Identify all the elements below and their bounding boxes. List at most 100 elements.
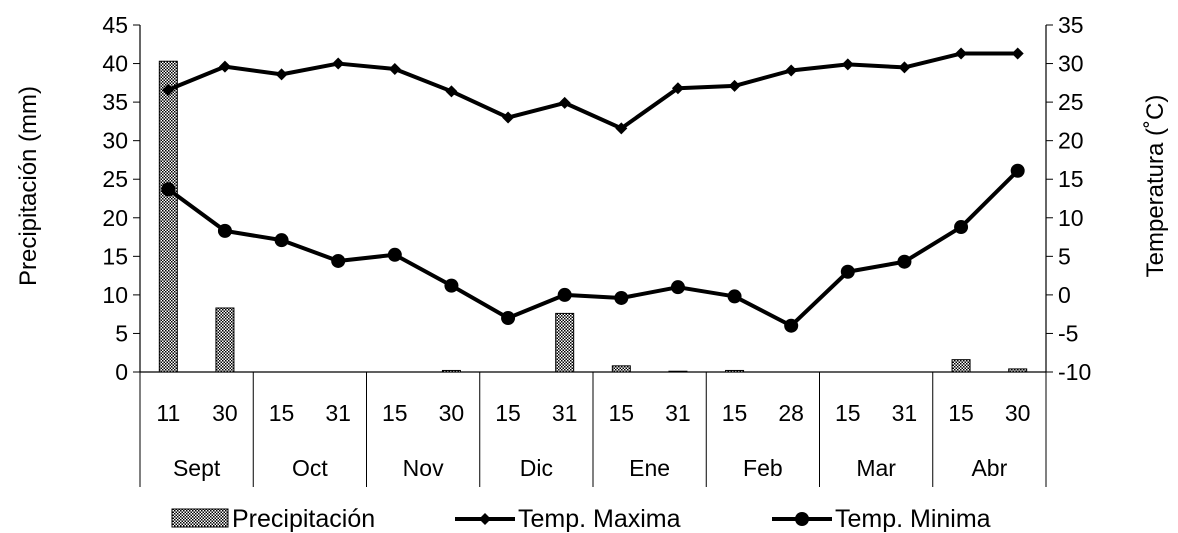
legend-precipitation-label: Precipitación [232, 505, 375, 533]
precipitation-bar [668, 370, 688, 373]
left-tick-label: 40 [102, 51, 128, 77]
temp-max-point [275, 68, 288, 81]
left-tick-label: 5 [115, 320, 128, 346]
left-tick-label: 15 [102, 243, 128, 269]
right-tick-label: 15 [1058, 166, 1084, 192]
x-group-label: Sept [173, 455, 221, 481]
right-tick-label: -10 [1058, 359, 1091, 385]
precipitation-bar [951, 359, 971, 373]
temp-max-point [615, 122, 628, 135]
x-tick-label: 31 [325, 400, 351, 426]
temp-min-point [331, 253, 346, 268]
x-tick-label: 31 [665, 400, 691, 426]
left-tick-label: 45 [102, 12, 128, 38]
precipitation-bar [215, 307, 235, 373]
precipitation-bar [611, 365, 631, 373]
temp-min-line [167, 169, 1020, 328]
temperature-lines [161, 47, 1025, 333]
x-tick-label: 15 [722, 400, 748, 426]
temp-max-point [671, 82, 684, 95]
precipitation-bar [158, 60, 178, 373]
right-tick-label: 30 [1058, 51, 1084, 77]
temp-min-point [387, 247, 402, 262]
temp-min-point [614, 290, 629, 305]
right-tick-label: 20 [1058, 128, 1084, 154]
right-tick-label: 10 [1058, 205, 1084, 231]
precipitation-bar [441, 369, 461, 373]
temp-max-point [445, 85, 458, 98]
x-tick-label: 15 [609, 400, 635, 426]
x-group-label: Ene [629, 455, 670, 481]
x-tick-label: 30 [212, 400, 238, 426]
left-axis-title: Precipitación (mm) [15, 86, 42, 286]
right-tick-label: -5 [1058, 320, 1078, 346]
right-axis-title: Temperatura (˚C) [1142, 95, 1169, 278]
left-axis-ticks: 0 5 10 15 20 25 30 35 40 45 [102, 12, 140, 385]
temp-min-point [274, 233, 289, 248]
temp-min-point [784, 318, 799, 333]
precipitation-bar [555, 312, 575, 373]
temp-min-point [217, 223, 232, 238]
legend-temp-min-label: Temp. Minima [835, 505, 991, 533]
left-tick-label: 30 [102, 128, 128, 154]
temp-min-point [161, 182, 176, 197]
x-tick-label: 30 [1005, 400, 1031, 426]
x-tick-label: 11 [156, 400, 180, 426]
temp-min-point [897, 254, 912, 269]
left-tick-label: 0 [115, 359, 128, 385]
temp-min-point [670, 280, 685, 295]
x-group-label: Mar [856, 455, 896, 481]
left-tick-label: 25 [102, 166, 128, 192]
temp-max-point [785, 64, 798, 77]
x-group-label: Nov [403, 455, 444, 481]
left-tick-label: 20 [102, 205, 128, 231]
temp-min-point [840, 264, 855, 279]
x-tick-label: 31 [552, 400, 578, 426]
temp-max-point [898, 61, 911, 74]
x-tick-label: 28 [778, 400, 804, 426]
temp-max-point [1011, 47, 1024, 60]
temp-min-point [444, 278, 459, 293]
x-tick-label: 30 [439, 400, 465, 426]
x-group-label: Dic [520, 455, 553, 481]
legend-temp-max-marker [479, 513, 491, 525]
temp-max-point [841, 58, 854, 71]
category-labels: 11 30 15 31 15 30 15 31 15 31 15 28 15 31 15 30 Sept Oct N… [156, 400, 1030, 481]
x-tick-label: 15 [495, 400, 521, 426]
temp-min-point [1010, 163, 1025, 178]
x-tick-label: 15 [382, 400, 408, 426]
left-tick-label: 35 [102, 89, 128, 115]
precipitation-bars [158, 60, 1028, 373]
legend-temp-min-marker [795, 512, 809, 526]
temp-min-point [727, 289, 742, 304]
legend: Precipitación Temp. Maxima Temp. Minima [171, 505, 991, 533]
x-tick-label: 31 [892, 400, 918, 426]
temp-max-point [558, 96, 571, 109]
x-group-label: Oct [292, 455, 328, 481]
right-tick-label: 35 [1058, 12, 1084, 38]
temp-max-point [162, 83, 175, 96]
x-tick-label: 15 [269, 400, 295, 426]
temp-max-line [167, 51, 1018, 131]
temp-min-point [557, 287, 572, 302]
precipitation-bar [1008, 368, 1028, 373]
temp-max-point [388, 62, 401, 75]
x-group-label: Abr [971, 455, 1007, 481]
temp-max-point [218, 60, 231, 73]
right-tick-label: 25 [1058, 89, 1084, 115]
temp-max-point [728, 79, 741, 92]
temp-min-point [501, 311, 516, 326]
right-tick-label: 5 [1058, 243, 1071, 269]
temp-min-point [954, 220, 969, 235]
x-tick-label: 15 [948, 400, 974, 426]
temp-max-point [502, 111, 515, 124]
right-tick-label: 0 [1058, 282, 1071, 308]
right-axis-ticks: -10 -5 0 5 10 15 20 25 30 35 [1046, 12, 1091, 385]
x-tick-label: 15 [835, 400, 861, 426]
legend-precipitation-swatch [171, 508, 229, 528]
temp-max-point [332, 57, 345, 70]
temp-max-point [955, 47, 968, 60]
left-tick-label: 10 [102, 282, 128, 308]
x-group-label: Feb [743, 455, 783, 481]
